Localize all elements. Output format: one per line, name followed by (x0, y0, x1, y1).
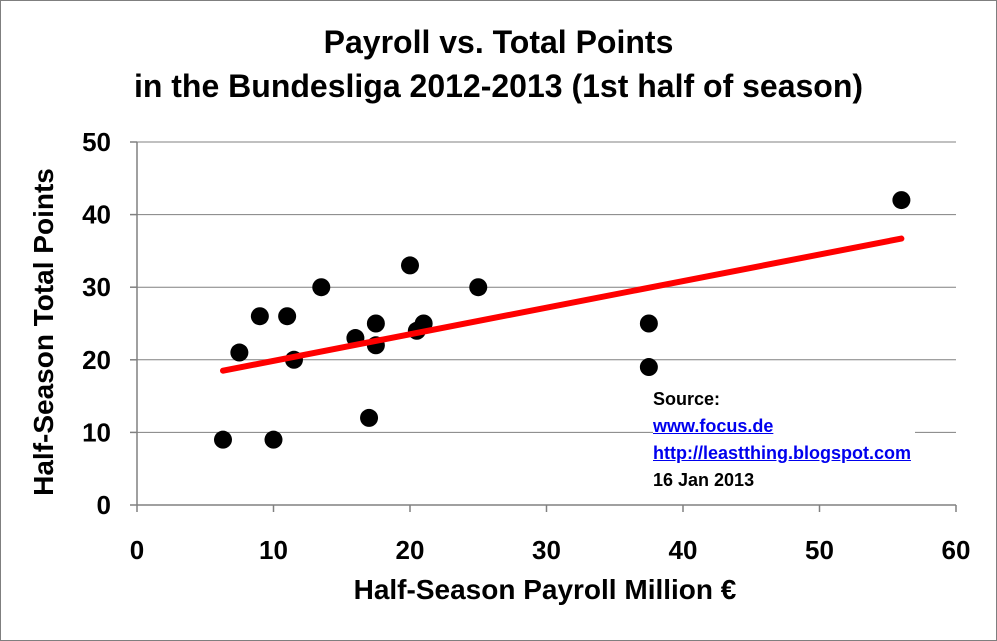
data-point-11 (401, 256, 419, 275)
x-tick-label-3: 30 (532, 535, 561, 565)
y-tick-label-2: 20 (82, 345, 111, 375)
y-tick-label-0: 0 (97, 490, 111, 520)
chart-subtitle: in the Bundesliga 2012-2013 (1st half of… (133, 68, 864, 104)
x-axis-label: Half-Season Payroll Million € (353, 574, 737, 605)
data-point-16 (639, 358, 658, 377)
data-point-9 (366, 314, 385, 333)
data-point-8 (360, 408, 379, 427)
source-link-focus[interactable]: www.focus.de (653, 416, 774, 436)
source-box: Source: www.focus.de http://leastthing.b… (653, 386, 915, 494)
data-point-6 (312, 278, 331, 297)
x-tick-label-0: 0 (130, 535, 144, 565)
x-tick-label-5: 50 (805, 535, 834, 565)
source-date: 16 Jan 2013 (653, 470, 755, 490)
data-point-0 (213, 430, 232, 449)
data-point-14 (469, 278, 488, 297)
data-point-4 (278, 307, 297, 326)
y-axis-label: Half-Season Total Points (28, 168, 59, 496)
data-point-3 (264, 430, 283, 449)
chart-title: Payroll vs. Total Points (323, 24, 674, 60)
x-tick-label-6: 60 (942, 535, 971, 565)
y-tick-label-4: 40 (82, 200, 111, 230)
x-tick-label-2: 20 (396, 535, 425, 565)
data-point-17 (892, 191, 911, 210)
data-point-15 (639, 314, 658, 333)
source-label: Source: (653, 389, 721, 409)
y-tick-label-3: 30 (82, 272, 111, 302)
x-tick-label-4: 40 (669, 535, 698, 565)
source-link-blog[interactable]: http://leastthing.blogspot.com (653, 443, 911, 463)
data-point-2 (250, 307, 269, 326)
trendline (219, 235, 905, 374)
data-point-1 (230, 343, 249, 362)
y-tick-label-1: 10 (82, 417, 111, 447)
x-tick-label-1: 10 (259, 535, 288, 565)
y-tick-label-5: 50 (82, 127, 111, 157)
